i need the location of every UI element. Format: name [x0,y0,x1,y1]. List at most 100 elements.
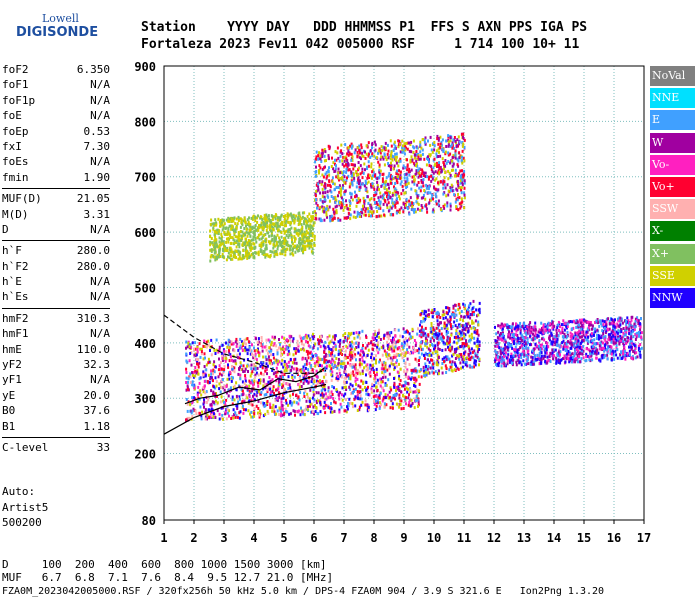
data-point [573,335,576,338]
data-point [319,368,322,372]
data-point [269,379,272,383]
data-point [216,401,219,405]
data-point [305,349,308,353]
data-point [504,347,507,351]
data-point [365,364,368,368]
data-point [209,349,211,352]
data-point [246,243,249,247]
data-point [298,229,300,232]
data-point [191,396,194,400]
data-point [338,371,341,375]
data-point [352,365,355,369]
data-point [478,301,481,305]
data-point [246,256,249,260]
data-point [392,396,395,400]
data-point [310,352,313,356]
data-point [290,235,293,239]
data-point [601,319,604,323]
data-point [283,373,286,376]
data-point [305,362,308,366]
data-point [305,236,308,240]
data-point [375,404,378,408]
data-point [247,348,250,352]
data-point [226,411,229,415]
data-point [271,368,274,372]
data-point [544,324,547,328]
data-point [374,336,376,340]
data-point [248,395,251,399]
data-point [430,311,433,315]
data-point [614,333,617,337]
data-point [615,344,618,348]
data-point [382,346,385,350]
data-point [473,341,476,345]
data-point [388,366,391,370]
data-point [279,239,281,243]
data-point [515,363,518,367]
data-point [282,396,285,400]
data-point [497,364,500,368]
data-point [508,333,511,337]
param-row: fxI 7.30 [2,139,110,154]
data-point [461,337,464,341]
data-point [275,379,278,383]
data-point [551,320,554,324]
data-point [350,347,353,351]
data-point [581,330,584,334]
data-point [306,392,309,396]
data-point [425,365,427,368]
data-point [242,398,245,402]
data-point [297,223,300,226]
data-point [249,374,252,378]
data-point [373,383,376,387]
data-point [378,328,381,332]
data-point [520,333,523,337]
data-point [546,355,549,359]
data-point [295,347,298,351]
data-point [589,349,592,353]
data-point [529,331,532,335]
data-point [273,222,276,226]
data-point [403,340,406,344]
data-point [458,306,461,310]
data-point [281,358,284,362]
data-point [502,331,504,335]
data-point [298,211,301,215]
data-point [225,258,228,262]
data-point [288,383,291,387]
data-point [235,217,238,221]
data-point [536,335,539,339]
data-point [523,336,526,340]
data-point [239,397,241,401]
data-point [349,341,351,345]
data-point [273,337,276,341]
data-point [387,164,390,167]
data-point [467,327,470,331]
data-point [328,391,331,395]
data-point [218,229,221,233]
data-point [216,409,219,413]
data-point [253,354,256,358]
data-point [203,400,206,404]
data-point [228,346,231,350]
data-point [214,231,217,234]
data-point [319,363,321,367]
data-point [595,346,597,350]
data-point [367,385,369,389]
data-point [253,349,256,353]
data-point [593,338,596,342]
data-point [288,233,291,237]
data-point [295,361,298,365]
data-point [617,335,619,339]
param-name: D [2,222,9,236]
data-point [276,409,279,413]
data-point [303,240,306,244]
data-point [191,341,194,345]
y-tick-label: 200 [134,448,156,462]
data-point [232,376,234,380]
data-point [264,369,267,373]
data-point [431,332,434,336]
data-point [278,338,280,341]
data-point [237,249,240,253]
data-point [375,394,378,398]
